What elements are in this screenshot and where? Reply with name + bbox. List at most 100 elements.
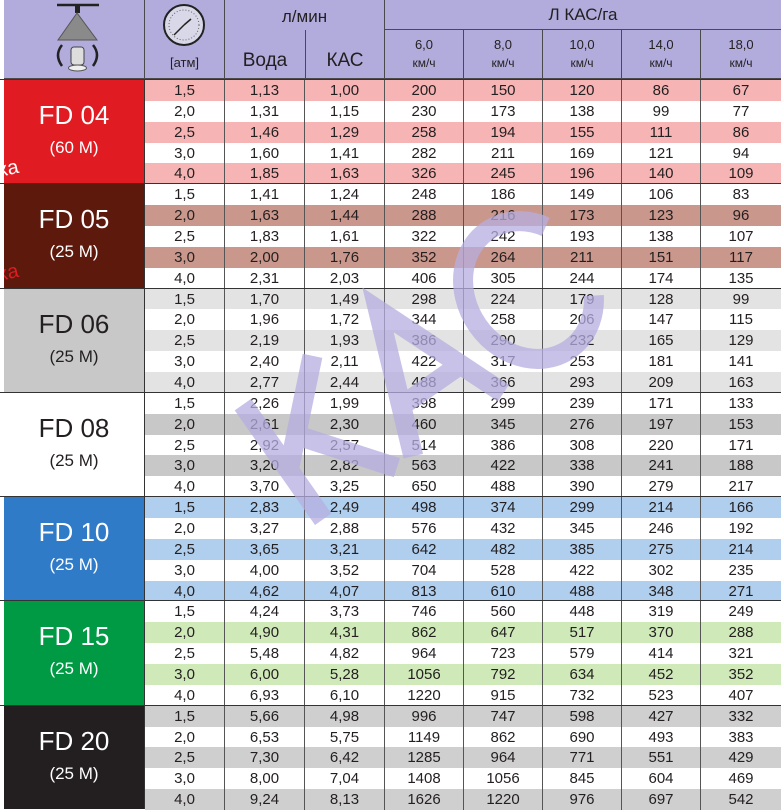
rate-8-cell: 964 [464, 747, 543, 769]
rate-14-cell: 111 [622, 121, 701, 143]
kas-flow-cell: 1,72 [305, 309, 385, 331]
water-label: Вода [242, 50, 288, 71]
water-flow-cell: 9,24 [225, 789, 305, 810]
rate-6-cell: 1056 [385, 663, 464, 685]
nozzle-label-cell: FD 10 (25 M) [4, 497, 145, 601]
nozzle-group: 1,5 2,26 1,99 398 299 239 171 133 2,0 2,61 2,30 460… [0, 391, 781, 498]
table-row: 4,0 9,24 8,13 1626 1220 976 697 542 [145, 789, 781, 810]
water-flow-cell: 3,20 [225, 455, 305, 477]
kas-flow-cell: 7,04 [305, 768, 385, 790]
rate-10-cell: 155 [543, 121, 622, 143]
rate-18-cell: 99 [732, 290, 750, 308]
table-row: 3,0 6,00 5,28 1056 792 634 452 352 [145, 663, 781, 685]
pressure-cell: 1,5 [145, 184, 225, 206]
table-row: 2,5 1,46 1,29 258 194 155 111 86 [145, 121, 781, 143]
rate-8-cell: 216 [464, 205, 543, 226]
table-row: 2,5 5,48 4,82 964 723 579 414 321 [145, 643, 781, 664]
water-flow-cell: 6,00 [225, 663, 305, 685]
rate-10-cell: 345 [543, 517, 622, 539]
rate-6-cell: 386 [385, 330, 464, 352]
rate-10-cell: 206 [543, 309, 622, 331]
speed-value: 6,0 [414, 37, 434, 52]
rate-8-cell: 432 [464, 517, 543, 539]
rate-6-cell: 1408 [385, 768, 464, 790]
kas-flow-cell: 2,57 [305, 434, 385, 456]
rate-18-cell: 171 [728, 436, 754, 454]
kas-flow-cell: 3,25 [305, 476, 385, 498]
water-flow-cell: 2,40 [225, 351, 305, 372]
pressure-cell: 2,5 [145, 643, 225, 664]
rate-18-cell: 115 [729, 311, 753, 329]
water-flow-cell: 1,13 [225, 80, 305, 101]
kas-flow-cell: 1,49 [305, 288, 385, 310]
flow-header-cell: л/мин Вода КАС [225, 0, 385, 79]
kas-flow-cell: 8,13 [305, 789, 385, 810]
pressure-cell: 4,0 [145, 476, 225, 498]
speed-header-2: 10,0 км/ч [543, 30, 622, 79]
rate-6-cell: 746 [385, 601, 464, 623]
rate-10-cell: 579 [543, 643, 622, 664]
rate-14-cell: 452 [622, 663, 701, 685]
pressure-cell: 4,0 [145, 163, 225, 185]
rate-8-cell: 610 [464, 580, 543, 602]
rate-10-cell: 308 [543, 434, 622, 456]
speed-unit: км/ч [729, 56, 753, 70]
rate-6-cell: 422 [385, 351, 464, 372]
water-flow-cell: 2,83 [225, 497, 305, 518]
rate-8-cell: 211 [464, 142, 543, 164]
rate-8-cell: 242 [464, 225, 543, 247]
kas-flow-cell: 6,10 [305, 684, 385, 706]
rate-10-cell: 120 [543, 80, 622, 101]
rate-10-cell: 179 [543, 288, 622, 310]
rate-10-cell: 293 [543, 371, 622, 393]
rate-14-cell: 209 [622, 371, 701, 393]
kas-label: КАС [326, 50, 364, 71]
table-row: 3,0 8,00 7,04 1408 1056 845 604 469 [145, 768, 781, 790]
water-flow-cell: 2,92 [225, 434, 305, 456]
rate-10-cell: 173 [543, 205, 622, 226]
kas-flow-cell: 1,29 [305, 121, 385, 143]
rate-14-cell: 151 [622, 246, 701, 268]
pressure-cell: 3,0 [145, 246, 225, 268]
water-flow-cell: 1,41 [225, 184, 305, 206]
speed-header-3: 14,0 км/ч [622, 30, 701, 79]
rate-10-cell: 422 [543, 559, 622, 581]
rate-10-cell: 598 [543, 705, 622, 727]
rate-6-cell: 406 [385, 267, 464, 289]
nozzle-subtitle: (25 M) [49, 242, 99, 262]
speed-header-0: 6,0 км/ч [385, 30, 464, 79]
kas-flow-cell: 1,61 [305, 225, 385, 247]
kas-flow-cell: 4,98 [305, 705, 385, 727]
nozzle-label-cell: FD 08 (25 M) [4, 392, 145, 497]
pressure-cell: 2,5 [145, 747, 225, 769]
rate-8-cell: 723 [464, 643, 543, 664]
rate-14-cell: 86 [622, 80, 701, 101]
pressure-cell: 4,0 [145, 267, 225, 289]
nozzle-group: 1,5 1,41 1,24 248 186 149 106 83 2,0 1,63 1,44 288 2… [0, 183, 781, 289]
table-row: 2,0 4,90 4,31 862 647 517 370 288 [145, 622, 781, 644]
nozzle-name: FD 04 [38, 100, 110, 130]
kas-flow-cell: 4,82 [305, 643, 385, 664]
water-flow-cell: 3,65 [225, 538, 305, 560]
table-row: 3,0 2,40 2,11 422 317 253 181 141 [145, 351, 781, 372]
rate-8-cell: 647 [464, 622, 543, 644]
rate-18-cell: 542 [728, 791, 754, 809]
table-row: 2,0 1,31 1,15 230 173 138 99 77 [145, 100, 781, 122]
pressure-cell: 2,0 [145, 413, 225, 435]
rate-8-cell: 258 [464, 309, 543, 331]
kas-flow-cell: 6,42 [305, 747, 385, 769]
pressure-cell: 3,0 [145, 142, 225, 164]
rate-18-cell: 271 [728, 582, 754, 600]
rate-10-cell: 338 [543, 455, 622, 477]
table-row: 2,0 6,53 5,75 1149 862 690 493 383 [145, 726, 781, 748]
rate-14-cell: 275 [622, 538, 701, 560]
nozzle-name: FD 10 [38, 517, 110, 548]
rate-14-cell: 319 [622, 601, 701, 623]
rate-10-cell: 488 [543, 580, 622, 602]
water-flow-cell: 4,62 [225, 580, 305, 602]
rate-14-cell: 493 [622, 726, 701, 748]
pressure-cell: 3,0 [145, 351, 225, 372]
rate-8-cell: 224 [464, 288, 543, 310]
nozzle-with-filter-icon [56, 3, 99, 72]
kas-flow-cell: 1,41 [305, 142, 385, 164]
